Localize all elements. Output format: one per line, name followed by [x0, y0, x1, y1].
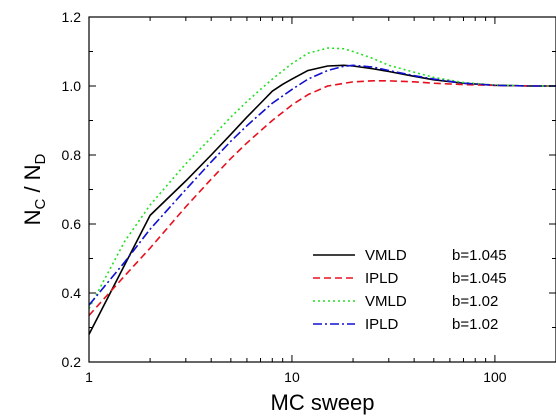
- y-tick-label: 1.0: [62, 78, 82, 94]
- x-axis-label: MC sweep: [271, 390, 375, 415]
- axis-tick-labels: 1 10 100 0.2 0.4 0.6 0.8 1.0 1.2: [62, 9, 507, 385]
- legend-label: IPLD: [365, 316, 399, 333]
- legend-param: b=1.02: [452, 293, 498, 310]
- y-tick-label: 0.8: [62, 147, 82, 163]
- axis-ticks: [88, 16, 556, 363]
- legend-label: VMLD: [365, 247, 407, 264]
- legend-label: IPLD: [365, 270, 399, 287]
- y-label-sub-d: D: [32, 153, 49, 164]
- y-label-sub-c: C: [32, 199, 49, 210]
- y-tick-label: 1.2: [62, 9, 82, 25]
- x-tick-label: 100: [483, 369, 507, 385]
- y-label-separator: / N: [20, 164, 45, 198]
- y-tick-label: 0.2: [62, 354, 82, 370]
- series-line-ipld-b1-045: [88, 80, 556, 316]
- legend: VMLD b=1.045 IPLD b=1.045 VMLD b=1.02 IPLD b=1.…: [313, 247, 507, 333]
- legend-param: b=1.045: [452, 270, 507, 287]
- legend-param: b=1.02: [452, 316, 498, 333]
- x-tick-label: 1: [85, 369, 93, 385]
- series-line-vmld-b1-02: [88, 47, 556, 309]
- plot-frame: [88, 16, 556, 363]
- y-label-main: N: [20, 210, 45, 226]
- y-tick-label: 0.4: [62, 285, 82, 301]
- x-tick-label: 10: [284, 369, 300, 385]
- y-axis-label: NC / ND: [20, 153, 49, 225]
- legend-param: b=1.045: [452, 247, 507, 264]
- y-tick-label: 0.6: [62, 216, 82, 232]
- legend-label: VMLD: [365, 293, 407, 310]
- series-line-ipld-b1-02: [88, 64, 556, 306]
- series-layer: [88, 47, 556, 335]
